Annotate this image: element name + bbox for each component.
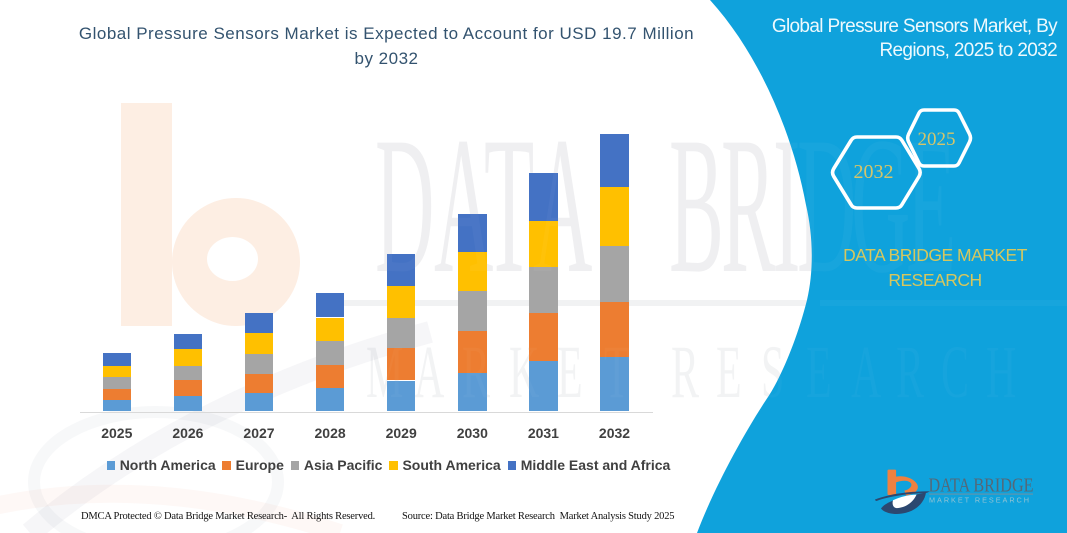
svg-text:DATA BRIDGE: DATA BRIDGE [929, 475, 1034, 496]
svg-text:MARKET RESEARCH: MARKET RESEARCH [929, 496, 1031, 505]
